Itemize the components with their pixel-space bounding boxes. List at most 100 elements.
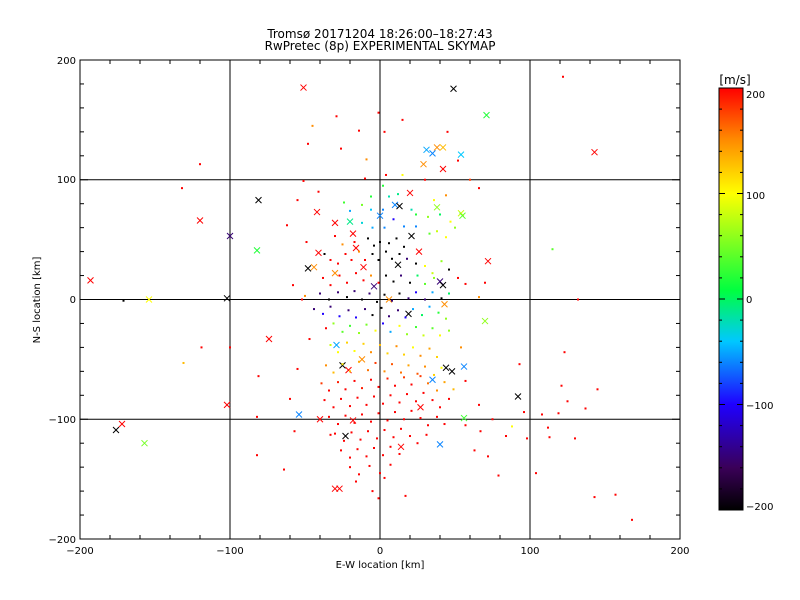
cross-stroke	[450, 85, 457, 93]
data-point-dot	[460, 346, 462, 349]
cross-stroke	[460, 363, 468, 370]
data-point-cross	[408, 232, 415, 240]
cross-stroke	[265, 335, 273, 343]
cross-stroke	[417, 403, 424, 411]
data-point-dot	[448, 268, 450, 271]
data-point-dot	[353, 379, 356, 382]
data-point-dot	[346, 341, 348, 344]
data-point-dot	[374, 361, 377, 364]
cross-stroke	[333, 341, 340, 349]
data-point-dot	[385, 274, 387, 277]
x-tick-label: 100	[520, 546, 539, 557]
data-point-dot	[320, 382, 323, 385]
data-point-cross	[331, 219, 339, 227]
data-point-dot	[337, 262, 339, 265]
cross-stroke	[226, 232, 234, 240]
data-point-dot	[347, 309, 350, 312]
data-point-dot	[329, 305, 332, 308]
data-point-dot	[410, 409, 413, 412]
cross-stroke	[300, 84, 307, 91]
data-point-dot	[379, 344, 381, 347]
data-point-dot	[340, 397, 342, 400]
data-point-dot	[313, 308, 315, 311]
data-point-dot	[406, 333, 408, 336]
data-point-dot	[370, 195, 372, 198]
data-point-dot	[395, 237, 398, 240]
data-point-dot	[443, 423, 446, 426]
cross-stroke	[436, 441, 444, 448]
data-point-cross	[304, 265, 312, 272]
data-point-dot	[440, 366, 443, 369]
cross-stroke	[405, 310, 412, 318]
cross-stroke	[118, 420, 126, 428]
cross-stroke	[408, 232, 415, 240]
data-point-dot	[415, 326, 417, 329]
data-point-dot	[353, 349, 356, 352]
data-point-dot	[361, 203, 363, 206]
colorbar-tick-label: 200	[746, 90, 765, 101]
data-point-dot	[329, 284, 332, 287]
data-point-dot	[229, 346, 231, 349]
cross-stroke	[442, 364, 450, 372]
data-point-cross	[441, 300, 448, 308]
data-point-dot	[358, 250, 360, 253]
data-point-dot	[487, 455, 489, 458]
data-point-dot	[400, 427, 402, 430]
data-point-dot	[371, 252, 374, 255]
data-point-dot	[449, 220, 452, 223]
x-tick-label: 0	[377, 546, 383, 557]
data-point-dot	[358, 332, 360, 335]
data-point-dot	[439, 213, 441, 216]
data-point-dot	[523, 411, 525, 414]
data-point-cross	[87, 276, 94, 284]
data-point-dot	[296, 367, 299, 370]
data-point-dot	[337, 291, 339, 294]
data-point-dot	[412, 346, 414, 349]
data-point-dot	[464, 282, 467, 285]
cross-stroke	[457, 151, 465, 158]
data-point-dot	[382, 322, 384, 325]
data-point-dot	[257, 375, 260, 378]
data-point-dot	[337, 423, 339, 426]
data-point-dot	[422, 334, 425, 337]
data-point-dot	[365, 455, 368, 458]
data-point-dot	[407, 297, 410, 300]
data-point-dot	[422, 391, 425, 394]
cross-stroke	[397, 443, 405, 451]
chart-title: Tromsø 20171204 18:26:00–18:27:43	[266, 27, 492, 41]
colorbar-ticks	[719, 87, 743, 511]
data-point-cross	[223, 401, 231, 409]
data-point-dot	[302, 179, 305, 182]
data-point-dot	[464, 424, 467, 427]
data-point-dot	[403, 225, 405, 228]
data-point-dot	[407, 364, 410, 367]
data-point-cross	[226, 232, 234, 240]
data-point-dot	[400, 371, 402, 374]
data-point-dot	[370, 420, 372, 423]
data-point-dot	[464, 379, 467, 382]
data-point-dot	[377, 281, 380, 284]
data-point-dot	[332, 371, 335, 374]
data-point-dot	[445, 317, 447, 320]
data-point-dot	[382, 402, 384, 405]
cross-stroke	[441, 300, 448, 308]
data-point-dot	[343, 439, 345, 442]
cross-stroke	[336, 485, 343, 493]
data-point-cross	[423, 146, 430, 154]
data-point-dot	[388, 195, 390, 198]
data-point-dot	[596, 388, 599, 391]
data-point-dot	[307, 142, 309, 145]
cross-stroke	[87, 276, 94, 284]
data-point-dot	[505, 435, 507, 438]
data-point-dot	[446, 130, 449, 133]
data-point-cross	[313, 208, 321, 216]
data-point-dot	[340, 147, 342, 150]
data-point-dot	[415, 213, 417, 216]
data-point-dot	[329, 258, 332, 261]
data-point-dot	[397, 309, 399, 312]
data-point-dot	[346, 281, 348, 284]
data-point-cross	[352, 244, 360, 252]
cross-stroke	[346, 218, 354, 226]
data-point-dot	[421, 314, 423, 317]
data-point-dot	[394, 411, 396, 414]
